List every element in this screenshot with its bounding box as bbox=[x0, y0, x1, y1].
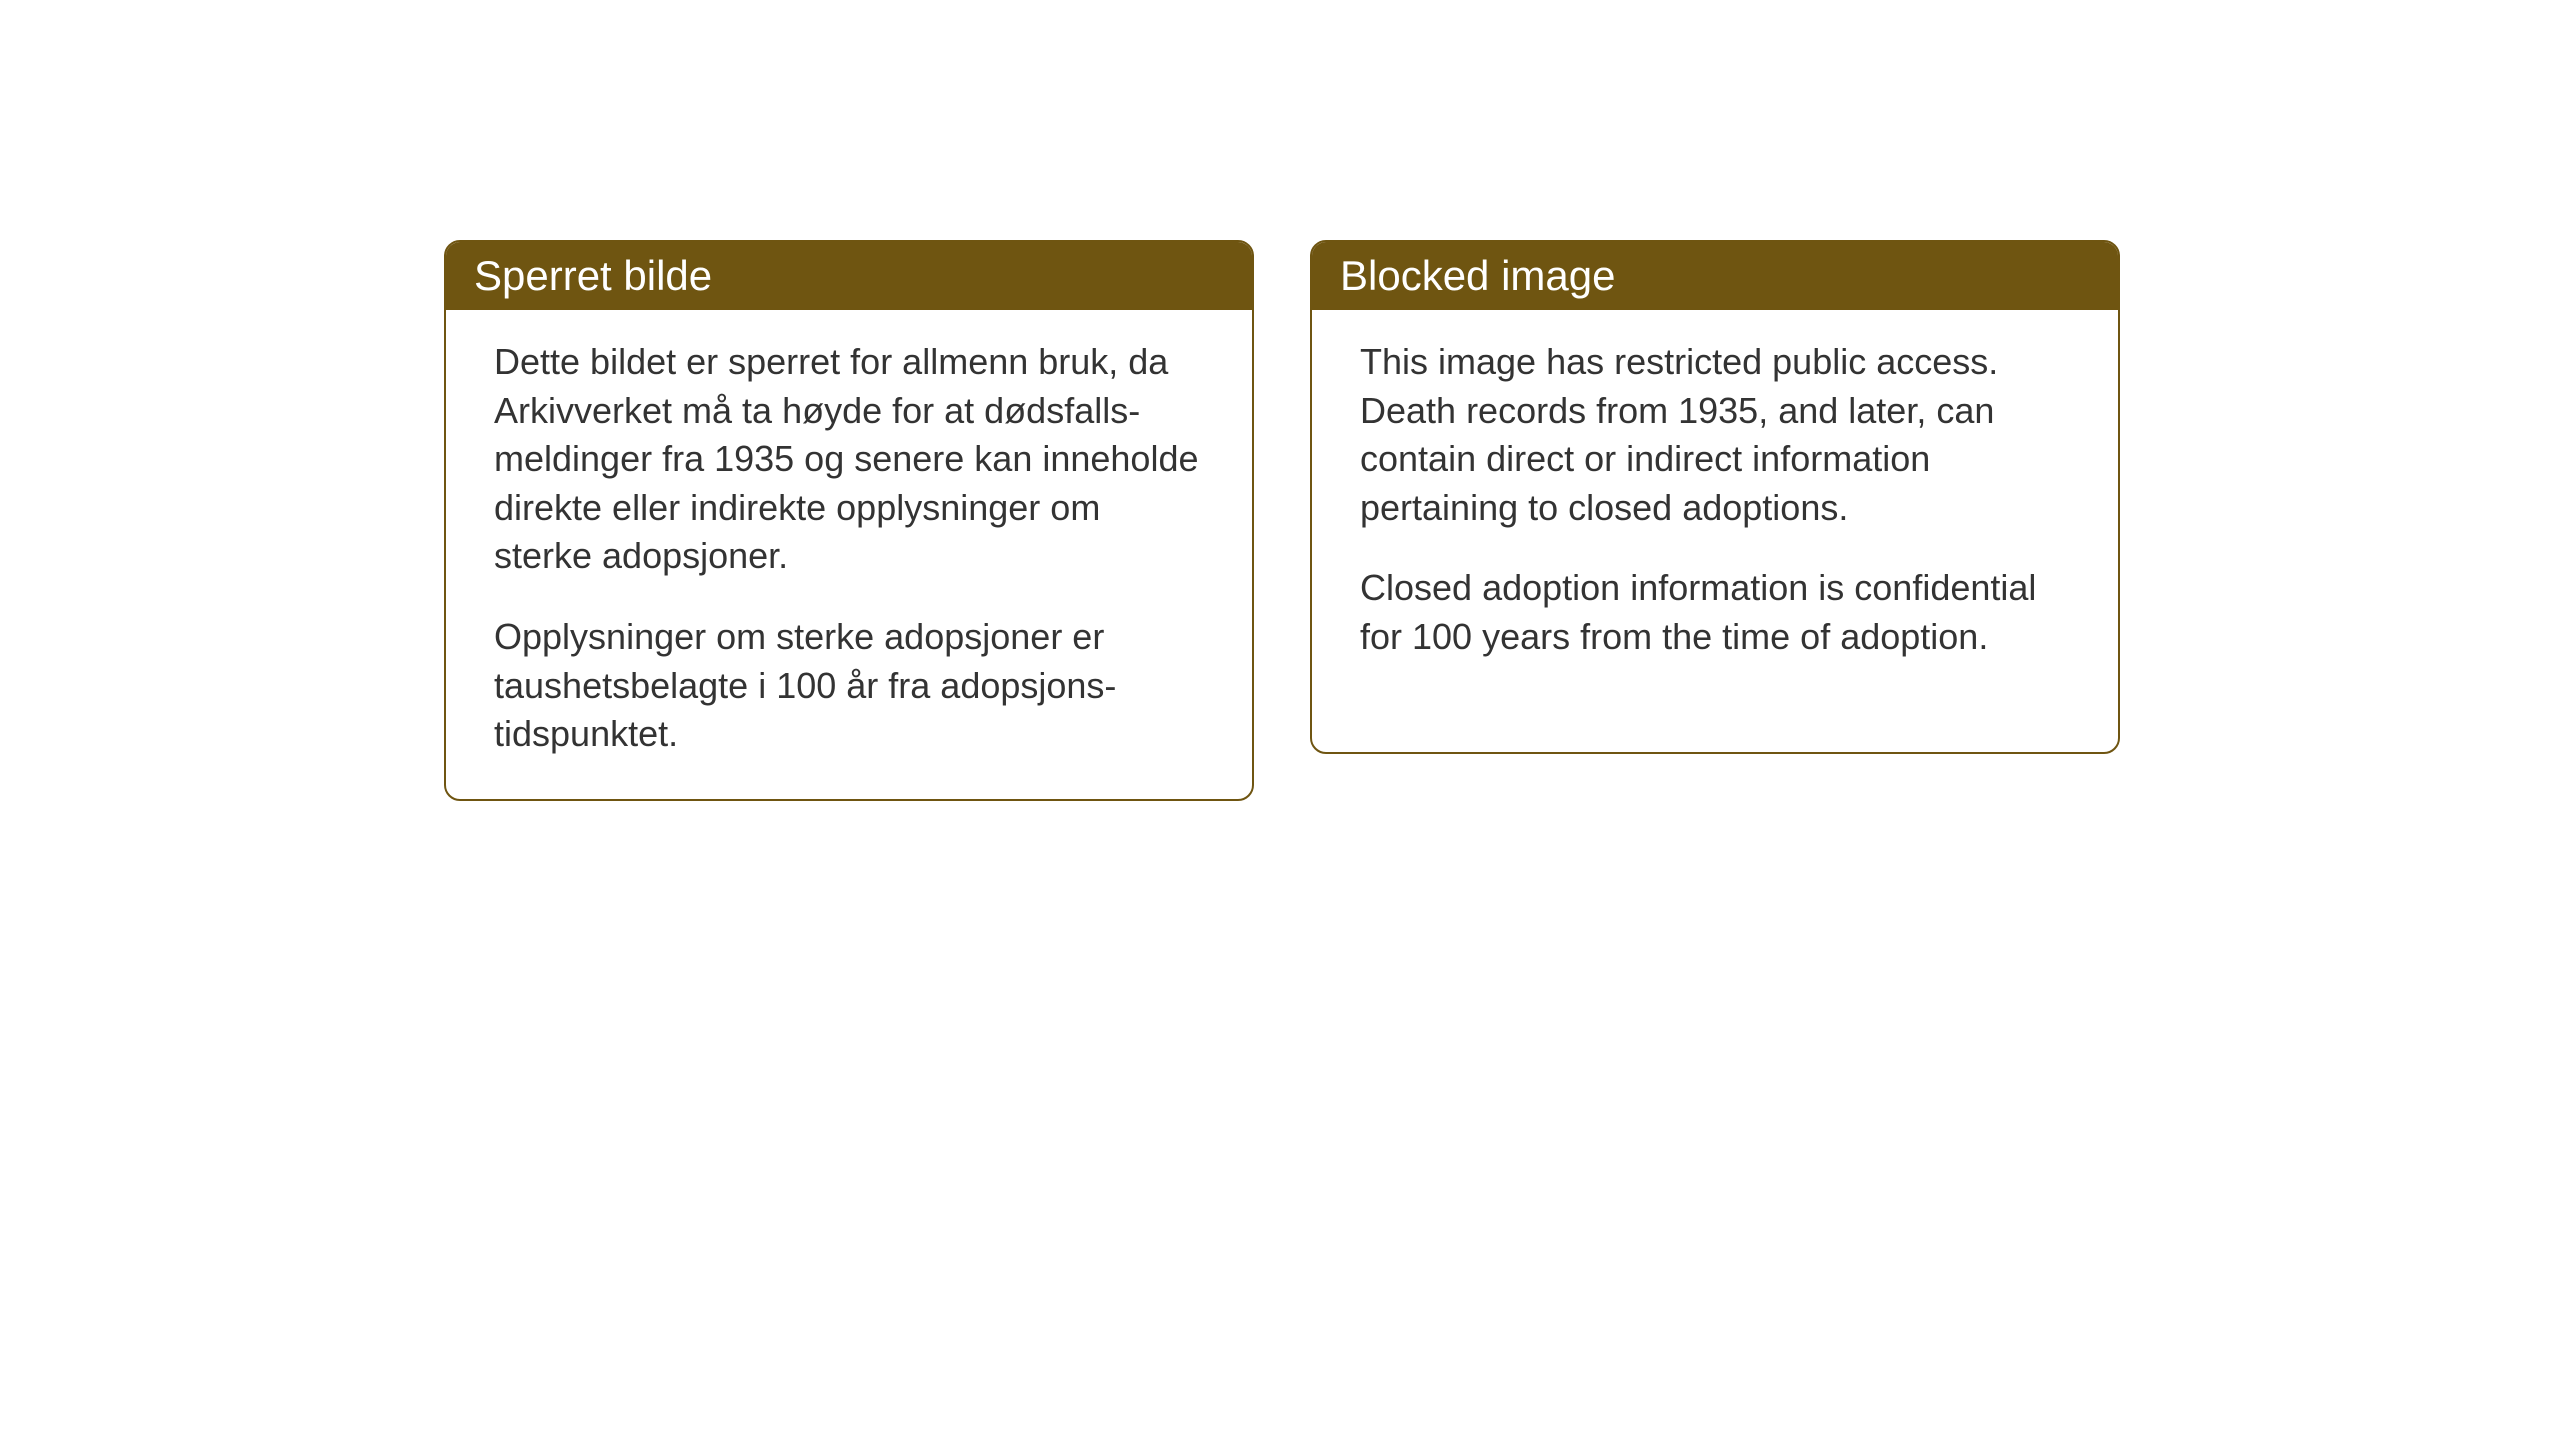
card-paragraph1-norwegian: Dette bildet er sperret for allmenn bruk… bbox=[494, 338, 1204, 581]
notice-card-norwegian: Sperret bilde Dette bildet er sperret fo… bbox=[444, 240, 1254, 801]
card-body-english: This image has restricted public access.… bbox=[1312, 310, 2118, 702]
card-paragraph1-english: This image has restricted public access.… bbox=[1360, 338, 2070, 532]
card-paragraph2-norwegian: Opplysninger om sterke adopsjoner er tau… bbox=[494, 613, 1204, 759]
notice-container: Sperret bilde Dette bildet er sperret fo… bbox=[444, 240, 2120, 801]
notice-card-english: Blocked image This image has restricted … bbox=[1310, 240, 2120, 754]
card-paragraph2-english: Closed adoption information is confident… bbox=[1360, 564, 2070, 661]
card-header-norwegian: Sperret bilde bbox=[446, 242, 1252, 310]
card-title-norwegian: Sperret bilde bbox=[474, 252, 712, 299]
card-title-english: Blocked image bbox=[1340, 252, 1615, 299]
card-header-english: Blocked image bbox=[1312, 242, 2118, 310]
card-body-norwegian: Dette bildet er sperret for allmenn bruk… bbox=[446, 310, 1252, 799]
